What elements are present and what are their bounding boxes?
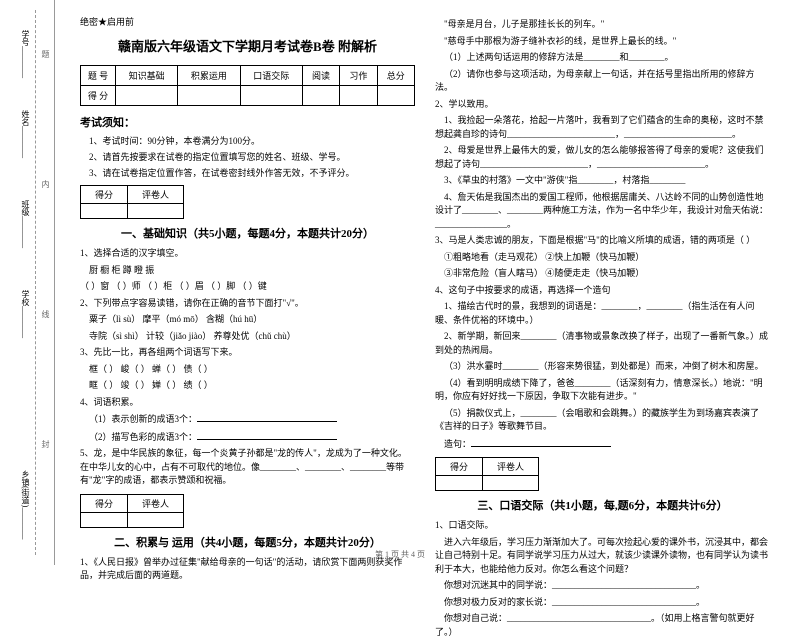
r-q4a: 1、描绘古代时的景，我想到的词语是：________，________（指生活在… (435, 300, 770, 327)
score-table: 题 号 知识基础 积累运用 口语交际 阅读 习作 总分 得 分 (80, 65, 415, 106)
notice-1: 1、考试时间：90分钟，本卷满分为100分。 (80, 134, 415, 147)
r-l4: （2）请你也参与这项活动，为母亲献上一句话，并在括号里指出所用的修辞方法。 (435, 68, 770, 95)
seal-text-4: 封 (40, 440, 51, 448)
q1: 1、选择合适的汉字填空。 (80, 247, 415, 261)
s3q1a: 你想对沉迷其中的同学说：____________________________… (435, 579, 770, 593)
th-2: 积累运用 (178, 66, 240, 86)
q5: 5、龙，是中华民族的象征，每一个炎黄子孙都是"龙的传人"，龙成为了一种文化。在中… (80, 447, 415, 488)
r-q4b: 2、新学期，新回来________（清事物或景象改换了样子，出现了一番新气象。）… (435, 330, 770, 357)
r-q2d: 4、詹天佑是我国杰出的爱国工程师，他根据居庸关、八达岭不同的山势创造性地设计了_… (435, 191, 770, 232)
main-content: 绝密★启用前 赣南版六年级语文下学期月考试卷B卷 附解析 题 号 知识基础 积累… (55, 0, 800, 565)
notice-2: 2、请首先按要求在试卷的指定位置填写您的姓名、班级、学号。 (80, 150, 415, 163)
r-q2c: 3、《草虫的村落》一文中"游侠"指________，村落指________ (435, 174, 770, 188)
s3q1c: 你想对自己说：________________________________。… (435, 612, 770, 639)
th-3: 口语交际 (240, 66, 302, 86)
r-l1: "母亲是月台，儿子是那挂长长的列车。" (435, 18, 770, 32)
left-column: 绝密★启用前 赣南版六年级语文下学期月考试卷B卷 附解析 题 号 知识基础 积累… (70, 15, 425, 540)
q4a: （1）表示创新的成语3个： (80, 412, 415, 427)
q2: 2、下列带点字容易读错，请你在正确的音节下面打"√"。 (80, 297, 415, 311)
r-q4c: （3）洪水霎时________（形容来势很猛，到处都是）而来，冲倒了树木和房屋。 (435, 360, 770, 374)
r-l2: "慈母手中那根为游子缝补衣衫的线，是世界上最长的线。" (435, 35, 770, 49)
section3-title: 三、口语交际（共1小题，每,题6分，本题共计6分） (435, 497, 770, 513)
label-class: 班级________ (20, 200, 31, 248)
q3: 3、先比一比，再各组两个词语写下来。 (80, 346, 415, 360)
q4b: （2）描写色彩的成语3个： (80, 430, 415, 445)
secret-label: 绝密★启用前 (80, 15, 415, 28)
section2-title: 二、积累与 运用（共4小题，每题5分，本题共计20分） (80, 534, 415, 550)
q2b: 寺院（sì shì） 计较（jiǎo jiào） 养尊处优（chǔ chù） (80, 330, 415, 344)
th-4: 阅读 (302, 66, 339, 86)
label-town: 乡镇(街道)________ (20, 470, 31, 539)
page-footer: 第 1 页 共 4 页 (0, 549, 800, 560)
s3q1b: 你想对极力反对的家长说：____________________________… (435, 596, 770, 610)
right-column: "母亲是月台，儿子是那挂长长的列车。" "慈母手中那根为游子缝补衣衫的线，是世界… (425, 15, 780, 540)
notice-title: 考试须知： (80, 114, 415, 130)
r-l3: （1）上述两句话运用的修辞方法是________和________。 (435, 51, 770, 65)
exam-title: 赣南版六年级语文下学期月考试卷B卷 附解析 (80, 36, 415, 55)
th-num: 题 号 (81, 66, 116, 86)
th-6: 总分 (377, 66, 414, 86)
q1-chars: 厨 橱 柜 蹲 瞪 振 (80, 264, 415, 278)
r-q2: 2、学以致用。 (435, 98, 770, 112)
row-score: 得 分 (81, 86, 116, 106)
r-q4: 4、这句子中按要求的成语，再选择一个造句 (435, 284, 770, 298)
r-q4d: （4）看到明明成绩下降了，爸爸________（话深刻有力，情意深长。）地说："… (435, 377, 770, 404)
label-name: 姓名________ (20, 110, 31, 158)
r-q3b: ③非常危险（盲人瞎马） ④随便走走（快马加鞭） (435, 267, 770, 281)
q3a: 框（ ） 峻（ ） 蝉（ ） 债（ ） (80, 363, 415, 377)
marker-table-1: 得分评卷人 (80, 185, 184, 219)
binding-margin: 学号________ 姓名________ 班级________ 学校_____… (0, 0, 55, 565)
binding-line (35, 10, 36, 555)
label-student-id: 学号________ (20, 30, 31, 78)
r-q4e: （5）捐款仪式上，________（会唱歌和会跳舞。）的藏族学生为到场嘉宾表演了… (435, 407, 770, 434)
marker-table-2: 得分评卷人 (80, 494, 184, 528)
marker-table-3: 得分评卷人 (435, 457, 539, 491)
r-q4f: 造句： (435, 437, 770, 452)
r-q3a: ①粗略地看（走马观花） ②快上加鞭（快马加鞭） (435, 251, 770, 265)
seal-text-3: 线 (40, 310, 51, 318)
s3q1: 1、口语交际。 (435, 519, 770, 533)
label-school: 学校________ (20, 290, 31, 338)
th-1: 知识基础 (116, 66, 178, 86)
r-q3: 3、马是人类忠诚的朋友，下面是根据"马"的比喻义所填的成语，错的两项是（ ） (435, 234, 770, 248)
section1-title: 一、基础知识（共5小题，每题4分，本题共计20分） (80, 225, 415, 241)
q4: 4、词语积累。 (80, 396, 415, 410)
notice-3: 3、请在试卷指定位置作答，在试卷密封线外作答无效，不予评分。 (80, 166, 415, 179)
q2a: 粟子（lì sù） 摩平（mó mō） 含糊（hú hū） (80, 313, 415, 327)
seal-text-1: 题 (40, 50, 51, 58)
q1-line: （ ）窗 （ ）师 （ ）柜 （ ）眉 （ ）脚 （ ）键 (80, 280, 415, 294)
r-q2b: 2、母爱是世界上最伟大的爱，做儿女的怎么能够报答得了母亲的爱呢？这使我们想起了诗… (435, 144, 770, 171)
r-q2a: 1、我捡起一朵落花，拾起一片落叶，我看到了它们蕴含的生命的奥秘，这时不禁想起龚自… (435, 114, 770, 141)
seal-text-2: 内 (40, 180, 51, 188)
th-5: 习作 (340, 66, 377, 86)
q3b: 眶（ ） 竣（ ） 婵（ ） 绩（ ） (80, 379, 415, 393)
